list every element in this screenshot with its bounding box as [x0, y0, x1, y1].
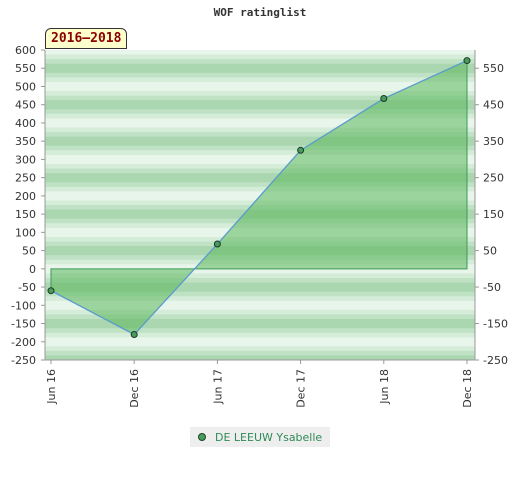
grid-band — [45, 164, 475, 170]
data-point — [130, 330, 138, 338]
grid-band — [45, 109, 475, 115]
grid-band — [45, 337, 475, 343]
grid-band — [45, 81, 475, 87]
period-badge: 2016–2018 — [45, 28, 128, 49]
grid-band — [45, 328, 475, 334]
y-tick-label-right: 550 — [483, 62, 504, 75]
y-tick-label: -200 — [11, 336, 36, 349]
x-tick-label: Dec 17 — [295, 369, 308, 408]
x-tick-label: Jun 16 — [45, 369, 58, 405]
y-tick-label: 50 — [22, 245, 36, 258]
grid-band — [45, 341, 475, 347]
grid-band — [45, 287, 475, 293]
grid-band — [45, 141, 475, 147]
grid-band — [45, 268, 475, 274]
grid-band — [45, 136, 475, 142]
legend-label: DE LEEUW Ysabelle — [215, 430, 323, 444]
y-tick-label: -150 — [11, 318, 36, 331]
grid-band — [45, 300, 475, 306]
y-tick-label-right: 450 — [483, 99, 504, 112]
y-tick-label-right: 250 — [483, 172, 504, 185]
grid-band — [45, 278, 475, 284]
y-tick-label: 400 — [15, 117, 36, 130]
grid-band — [45, 159, 475, 165]
grid-band — [45, 59, 475, 65]
grid-band — [45, 291, 475, 297]
grid-band — [45, 168, 475, 174]
grid-band — [45, 132, 475, 138]
y-tick-label: 250 — [15, 172, 36, 185]
x-tick-label: Dec 16 — [128, 369, 141, 408]
x-tick-label: Jun 17 — [211, 369, 224, 405]
data-point — [463, 57, 471, 65]
y-tick-label: 500 — [15, 80, 36, 93]
y-tick-label: 450 — [15, 99, 36, 112]
x-tick-label: Jun 18 — [378, 369, 391, 405]
data-point — [47, 287, 55, 295]
y-tick-label: 200 — [15, 190, 36, 203]
grid-band — [45, 173, 475, 179]
data-point — [380, 95, 388, 103]
y-tick-label: -50 — [18, 281, 36, 294]
y-tick-label: -100 — [11, 299, 36, 312]
legend[interactable]: DE LEEUW Ysabelle — [190, 427, 330, 447]
grid-band — [45, 91, 475, 97]
grid-band — [45, 332, 475, 338]
grid-band — [45, 191, 475, 197]
grid-band — [45, 86, 475, 92]
grid-band — [45, 305, 475, 311]
y-tick-label: -250 — [11, 354, 36, 367]
grid-band — [45, 182, 475, 188]
grid-band — [45, 122, 475, 129]
data-point — [213, 240, 221, 248]
y-tick-label-right: -150 — [483, 318, 508, 331]
y-tick-label: 550 — [15, 62, 36, 75]
grid-band — [45, 113, 475, 119]
grid-band — [45, 177, 475, 183]
y-tick-label-right: -50 — [483, 281, 501, 294]
grid-band — [45, 100, 475, 106]
grid-band — [45, 355, 475, 360]
grid-band — [45, 95, 475, 101]
grid-band — [45, 54, 475, 60]
grid-band — [45, 50, 475, 56]
chart-title: WOF ratinglist — [213, 6, 307, 19]
grid-band — [45, 309, 475, 315]
grid-band — [45, 77, 475, 83]
grid-band — [45, 150, 475, 156]
y-tick-label-right: 50 — [483, 245, 497, 258]
grid-band — [45, 154, 475, 160]
data-point — [297, 146, 305, 154]
grid-band — [45, 350, 475, 357]
y-tick-label: 300 — [15, 153, 36, 166]
y-tick-label-right: -250 — [483, 354, 508, 367]
legend-marker-icon — [198, 433, 206, 441]
grid-band — [45, 296, 475, 302]
grid-band — [45, 346, 475, 352]
grid-band — [45, 145, 475, 151]
y-tick-label: 150 — [15, 208, 36, 221]
y-tick-label: 600 — [15, 44, 36, 57]
grid-band — [45, 63, 475, 69]
grid-band — [45, 273, 475, 279]
y-tick-label-right: 350 — [483, 135, 504, 148]
grid-band — [45, 127, 475, 133]
grid-band — [45, 104, 475, 110]
series-line — [50, 60, 468, 336]
grid-band — [45, 72, 475, 78]
y-tick-label: 100 — [15, 226, 36, 239]
grid-band — [45, 282, 475, 288]
y-tick-label-right: 150 — [483, 208, 504, 221]
y-tick-label: 0 — [29, 263, 36, 276]
grid-band — [45, 314, 475, 320]
grid-band — [45, 68, 475, 74]
grid-band — [45, 186, 475, 192]
grid-band — [45, 118, 475, 124]
x-tick-label: Dec 18 — [461, 369, 474, 408]
y-tick-label: 350 — [15, 135, 36, 148]
grid-band — [45, 323, 475, 329]
grid-band — [45, 319, 475, 325]
